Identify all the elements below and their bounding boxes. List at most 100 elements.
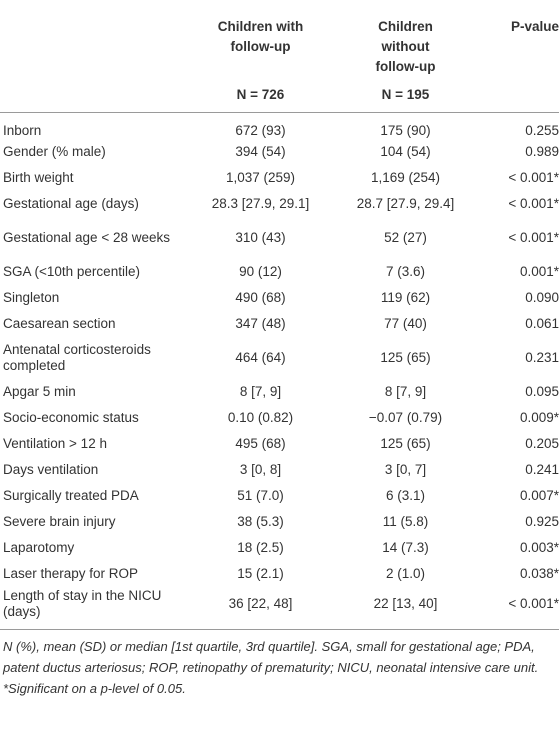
row-label-text: Days ventilation xyxy=(3,462,99,477)
table-row: Severe brain injury 38 (5.3) 11 (5.8) 0.925 xyxy=(0,509,559,535)
row-label: Length of stay in the NICU (days) xyxy=(0,587,203,630)
cell: 495 (68) xyxy=(235,436,286,451)
footnote: N (%), mean (SD) or median [1st quartile… xyxy=(3,638,539,696)
n-label xyxy=(493,77,559,113)
table-row: Days ventilation 3 [0, 8] 3 [0, 7] 0.241 xyxy=(0,457,559,483)
row-label: Gestational age < 28 weeks xyxy=(0,217,203,259)
row-label-text: Singleton xyxy=(3,290,60,305)
table-row: Antenatal corticosteroids completed 464 (… xyxy=(0,337,559,379)
row-label: Inborn xyxy=(0,113,203,140)
cell: 347 (48) xyxy=(235,316,286,331)
row-label-text: Caesarean section xyxy=(3,316,116,331)
cell: 14 (7.3) xyxy=(382,540,429,555)
cell: 1,037 (259) xyxy=(225,170,296,185)
header-line: follow-up xyxy=(230,39,291,54)
cell: 175 (90) xyxy=(380,123,431,138)
row-label: Severe brain injury xyxy=(0,509,203,535)
table-row: Socio-economic status 0.10 (0.82) −0.07 (0… xyxy=(0,405,559,431)
cell: 8 [7, 9] xyxy=(384,384,427,399)
cell: 6 (3.1) xyxy=(385,488,426,503)
cell: < 0.001* xyxy=(508,196,559,211)
cell: 0.989 xyxy=(525,144,559,159)
header-line: P-value xyxy=(510,19,559,34)
cell: 3 [0, 8] xyxy=(239,462,282,477)
row-label-text: Gestational age < 28 weeks xyxy=(3,230,170,245)
cell: 0.001* xyxy=(519,264,559,279)
cell: 0.231 xyxy=(525,350,559,365)
cell: 0.205 xyxy=(525,436,559,451)
header-line: without xyxy=(381,39,430,54)
table-body: Inborn 672 (93) 175 (90) 0.255 Gender (% mal… xyxy=(0,113,559,630)
row-label-text: Length of stay in the NICU (days) xyxy=(3,587,162,619)
row-label: Apgar 5 min xyxy=(0,379,203,405)
cell: 22 [13, 40] xyxy=(318,587,493,630)
row-label: Ventilation > 12 h xyxy=(0,431,203,457)
cell: 2 (1.0) xyxy=(385,566,426,581)
row-label-text: Antenatal corticosteroids completed xyxy=(3,342,151,373)
row-label: Caesarean section xyxy=(0,311,203,337)
table-header: Children with follow-up Children without fol… xyxy=(0,0,559,113)
table-row: Apgar 5 min 8 [7, 9] 8 [7, 9] 0.095 xyxy=(0,379,559,405)
cell: 0.038* xyxy=(519,566,559,581)
table-row: Gender (% male) 394 (54) 104 (54) 0.989 xyxy=(0,139,559,165)
row-label-text: Severe brain injury xyxy=(3,514,116,529)
cell: 672 (93) xyxy=(235,123,286,138)
row-label: Birth weight xyxy=(0,165,203,191)
cell: 36 [22, 48] xyxy=(203,587,318,630)
cell: −0.07 (0.79) xyxy=(368,410,443,425)
row-label-text: Gender (% male) xyxy=(3,144,106,159)
cell: 464 (64) xyxy=(235,350,286,365)
cell: 7 (3.6) xyxy=(385,264,426,279)
cell: 0.095 xyxy=(525,384,559,399)
cell: 0.003* xyxy=(519,540,559,555)
table-row: Surgically treated PDA 51 (7.0) 6 (3.1) 0.0… xyxy=(0,483,559,509)
cell: 0.007* xyxy=(519,488,559,503)
cell: 0.241 xyxy=(525,462,559,477)
cell: 125 (65) xyxy=(380,350,431,365)
row-label-text: Laparotomy xyxy=(3,540,75,555)
table-row: Gestational age (days) 28.3 [27.9, 29.1] 2… xyxy=(0,191,559,217)
cell: 8 [7, 9] xyxy=(239,384,282,399)
row-label-text: Inborn xyxy=(3,123,42,138)
cell: 77 (40) xyxy=(384,316,427,331)
row-label-text: Gestational age (days) xyxy=(3,196,139,211)
table-row: Laparotomy 18 (2.5) 14 (7.3) 0.003* xyxy=(0,535,559,561)
row-label: Gender (% male) xyxy=(0,139,203,165)
row-label-text: Socio-economic status xyxy=(3,410,139,425)
row-label: Surgically treated PDA xyxy=(0,483,203,509)
table-row: SGA (<10th percentile) 90 (12) 7 (3.6) 0.00… xyxy=(0,259,559,285)
table-row: Birth weight 1,037 (259) 1,169 (254) < 0.00… xyxy=(0,165,559,191)
cell: 0.10 (0.82) xyxy=(227,410,294,425)
row-label: Laser therapy for ROP xyxy=(0,561,203,587)
cell: 0.090 xyxy=(525,290,559,305)
cell: 490 (68) xyxy=(235,290,286,305)
cell: 125 (65) xyxy=(380,436,431,451)
cell: 394 (54) xyxy=(235,144,286,159)
cell: 28.3 [27.9, 29.1] xyxy=(211,196,310,211)
cell: 28.7 [27.9, 29.4] xyxy=(356,196,455,211)
row-label-text: Birth weight xyxy=(3,170,74,185)
cell: 0.925 xyxy=(525,514,559,529)
table-row: Ventilation > 12 h 495 (68) 125 (65) 0.205 xyxy=(0,431,559,457)
table-row: Singleton 490 (68) 119 (62) 0.090 xyxy=(0,285,559,311)
cell: < 0.001* xyxy=(508,230,559,245)
n-label: N = 726 xyxy=(203,77,318,113)
row-label: Singleton xyxy=(0,285,203,311)
cell: 310 (43) xyxy=(235,230,286,245)
row-label: Gestational age (days) xyxy=(0,191,203,217)
table-row: Caesarean section 347 (48) 77 (40) 0.061 xyxy=(0,311,559,337)
cell: 11 (5.8) xyxy=(382,514,429,529)
n-label xyxy=(0,77,203,113)
row-label-text: Surgically treated PDA xyxy=(3,488,139,503)
cell: 0.255 xyxy=(525,123,559,138)
row-label-text: SGA (<10th percentile) xyxy=(3,264,140,279)
header-line: Children xyxy=(378,19,433,34)
row-label: SGA (<10th percentile) xyxy=(0,259,203,285)
row-label: Antenatal corticosteroids completed xyxy=(0,337,203,379)
cell: 0.009* xyxy=(519,410,559,425)
row-label: Socio-economic status xyxy=(0,405,203,431)
table-row: Laser therapy for ROP 15 (2.1) 2 (1.0) 0.03… xyxy=(0,561,559,587)
cell: < 0.001* xyxy=(508,170,559,185)
cell: 104 (54) xyxy=(380,144,431,159)
